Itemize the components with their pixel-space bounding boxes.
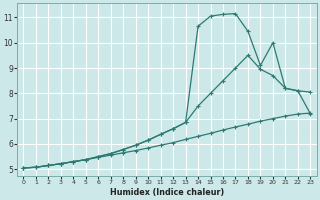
X-axis label: Humidex (Indice chaleur): Humidex (Indice chaleur) [110,188,224,197]
